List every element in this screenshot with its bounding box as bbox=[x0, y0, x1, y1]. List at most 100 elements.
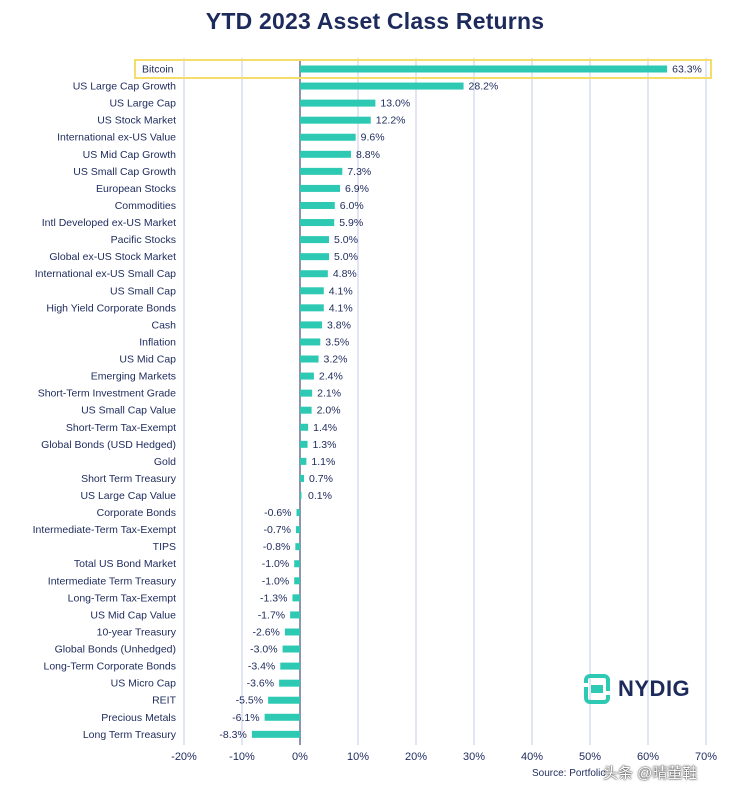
bar bbox=[300, 423, 309, 431]
category-label: Pacific Stocks bbox=[111, 234, 176, 246]
x-tick-label: -10% bbox=[229, 751, 255, 763]
category-label: Intl Developed ex-US Market bbox=[42, 217, 176, 229]
bar bbox=[300, 440, 308, 448]
bar bbox=[295, 526, 300, 534]
x-tick-label: 10% bbox=[347, 751, 369, 763]
bar bbox=[300, 201, 335, 209]
category-label: US Stock Market bbox=[97, 115, 176, 127]
bar bbox=[300, 457, 307, 465]
value-label: -3.6% bbox=[247, 678, 274, 690]
value-label: 4.1% bbox=[329, 285, 353, 297]
bar bbox=[268, 696, 300, 704]
category-label: European Stocks bbox=[96, 183, 176, 195]
labels: Bitcoin 63.3% US Large Cap Growth 28.2% US L… bbox=[33, 64, 702, 741]
nydig-logo-icon bbox=[582, 674, 612, 704]
value-label: 4.8% bbox=[333, 268, 357, 280]
value-label: -1.7% bbox=[258, 609, 285, 621]
category-label: High Yield Corporate Bonds bbox=[46, 302, 176, 314]
bar bbox=[300, 116, 371, 124]
value-label: 12.2% bbox=[376, 115, 406, 127]
x-tick-label: -20% bbox=[171, 751, 197, 763]
bar bbox=[294, 577, 300, 585]
category-label: US Large Cap bbox=[109, 98, 176, 110]
bar bbox=[300, 65, 668, 73]
bar bbox=[300, 253, 329, 261]
value-label: 7.3% bbox=[347, 166, 371, 178]
x-tick-label: 60% bbox=[637, 751, 659, 763]
category-label: US Small Cap bbox=[110, 285, 176, 297]
bar bbox=[300, 133, 356, 141]
bar bbox=[296, 509, 300, 517]
bar bbox=[284, 628, 300, 636]
category-label: International ex-US Small Cap bbox=[35, 268, 176, 280]
value-label: 3.5% bbox=[325, 336, 349, 348]
category-label: Bitcoin bbox=[142, 64, 174, 76]
category-label: US Small Cap Value bbox=[81, 405, 176, 417]
value-label: 28.2% bbox=[469, 81, 499, 93]
value-label: -0.7% bbox=[264, 524, 291, 536]
bar bbox=[300, 474, 305, 482]
x-tick-label: 40% bbox=[521, 751, 543, 763]
value-label: 6.9% bbox=[345, 183, 369, 195]
value-label: 0.1% bbox=[308, 490, 332, 502]
x-tick-label: 70% bbox=[695, 751, 717, 763]
category-label: Cash bbox=[151, 319, 176, 331]
x-tick-label: 20% bbox=[405, 751, 427, 763]
category-label: US Micro Cap bbox=[111, 678, 177, 690]
value-label: 5.0% bbox=[334, 251, 358, 263]
category-label: TIPS bbox=[153, 541, 176, 553]
value-label: -0.8% bbox=[263, 541, 290, 553]
value-label: 5.9% bbox=[339, 217, 363, 229]
value-label: -3.4% bbox=[248, 661, 275, 673]
value-label: 2.1% bbox=[317, 388, 341, 400]
bar bbox=[264, 713, 300, 721]
value-label: 13.0% bbox=[380, 98, 410, 110]
nydig-logo: NYDIG bbox=[582, 674, 690, 704]
category-label: Intermediate-Term Tax-Exempt bbox=[33, 524, 176, 536]
category-label: Global Bonds (Unhedged) bbox=[55, 644, 176, 656]
category-label: Corporate Bonds bbox=[97, 507, 176, 519]
bar bbox=[294, 560, 300, 568]
bar bbox=[300, 287, 324, 295]
chart-title: YTD 2023 Asset Class Returns bbox=[205, 8, 545, 34]
value-label: 3.8% bbox=[327, 319, 351, 331]
value-label: 8.8% bbox=[356, 149, 380, 161]
category-label: Long-Term Tax-Exempt bbox=[68, 592, 176, 604]
x-tick-label: 30% bbox=[463, 751, 485, 763]
bar bbox=[300, 236, 329, 244]
category-label: Emerging Markets bbox=[91, 371, 176, 383]
category-label: Long Term Treasury bbox=[83, 729, 177, 741]
value-label: 2.4% bbox=[319, 371, 343, 383]
category-label: Short Term Treasury bbox=[81, 473, 177, 485]
value-label: 0.7% bbox=[309, 473, 333, 485]
value-label: 1.4% bbox=[313, 422, 337, 434]
category-label: Global ex-US Stock Market bbox=[49, 251, 176, 263]
bar bbox=[300, 372, 314, 380]
bar bbox=[300, 304, 324, 312]
value-label: -1.3% bbox=[260, 592, 287, 604]
category-label: Long-Term Corporate Bonds bbox=[44, 661, 177, 673]
category-label: 10-year Treasury bbox=[97, 626, 177, 638]
value-label: 2.0% bbox=[317, 405, 341, 417]
category-label: US Small Cap Growth bbox=[73, 166, 176, 178]
value-label: 4.1% bbox=[329, 302, 353, 314]
value-label: 1.1% bbox=[311, 456, 335, 468]
bar bbox=[300, 406, 312, 414]
value-label: -2.6% bbox=[252, 626, 279, 638]
category-label: International ex-US Value bbox=[57, 132, 176, 144]
bar bbox=[295, 543, 300, 551]
watermark: 头条 @晴董鞋 bbox=[603, 765, 698, 782]
category-label: Inflation bbox=[139, 336, 176, 348]
highlight-box bbox=[134, 59, 712, 79]
value-label: -1.0% bbox=[262, 558, 289, 570]
bar bbox=[300, 270, 328, 278]
x-tick-label: 0% bbox=[292, 751, 308, 763]
category-label: Precious Metals bbox=[101, 712, 176, 724]
bar bbox=[300, 82, 464, 90]
category-label: Gold bbox=[154, 456, 176, 468]
category-label: Short-Term Investment Grade bbox=[38, 388, 176, 400]
value-label: 63.3% bbox=[672, 64, 702, 76]
bar bbox=[300, 184, 341, 192]
bar bbox=[300, 99, 376, 107]
gridlines bbox=[134, 58, 712, 745]
